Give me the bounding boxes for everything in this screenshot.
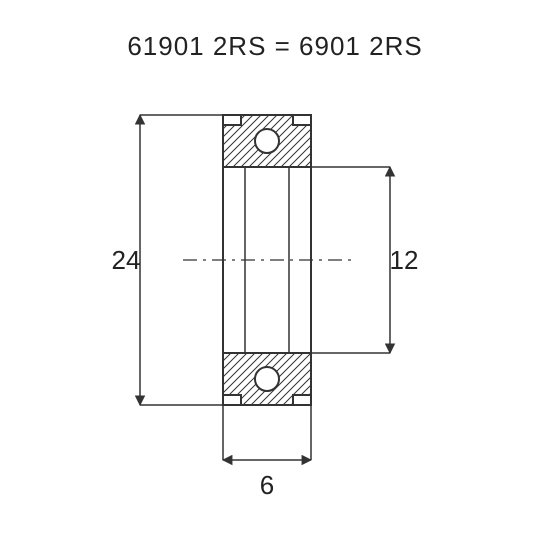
dimension-inner-diameter: 12	[311, 167, 418, 353]
dimension-outer-diameter: 24	[112, 115, 223, 405]
outer-diameter-value: 24	[112, 245, 141, 275]
inner-diameter-value: 12	[390, 245, 419, 275]
bearing-geometry	[183, 115, 351, 405]
dimension-width: 6	[223, 405, 311, 500]
part-number-title: 61901 2RS = 6901 2RS	[127, 31, 422, 61]
width-value: 6	[260, 470, 274, 500]
bearing-cross-section-diagram: 61901 2RS = 6901 2RS 24 12 6	[0, 0, 550, 550]
